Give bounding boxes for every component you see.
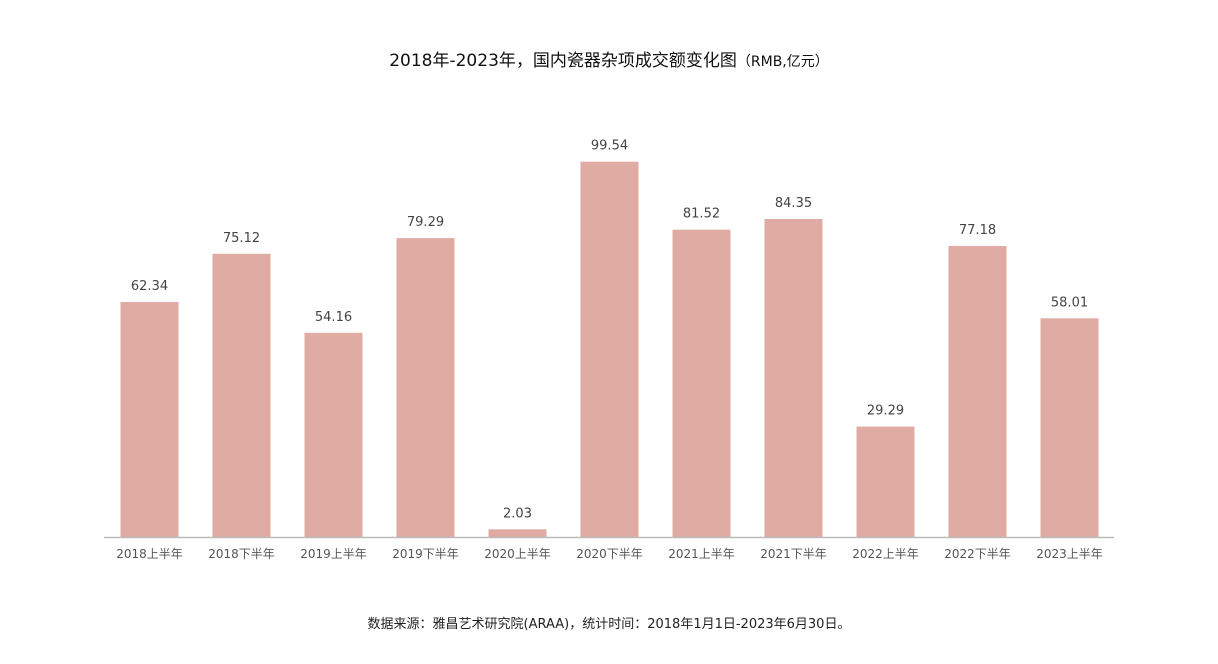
- bar-2018上半年: [120, 302, 179, 537]
- value-label: 62.34: [131, 279, 168, 294]
- bar-2021上半年: [672, 229, 731, 537]
- value-labels-layer: 62.34 75.12 54.16 79.29 2.03 99.54 81.52 84.35 2…: [131, 139, 1088, 522]
- bar-2021下半年: [764, 219, 823, 537]
- value-label: 75.12: [223, 231, 260, 246]
- x-tick-label: 2019下半年: [392, 547, 459, 561]
- value-label: 54.16: [315, 310, 352, 325]
- value-label: 2.03: [503, 506, 532, 521]
- bar-2020上半年: [488, 529, 547, 537]
- x-tick-label: 2021下半年: [760, 547, 827, 561]
- x-tick-label: 2022上半年: [852, 547, 919, 561]
- x-tick-label: 2022下半年: [944, 547, 1011, 561]
- value-label: 84.35: [775, 196, 812, 211]
- bar-2018下半年: [212, 253, 271, 538]
- x-tick-label: 2021上半年: [668, 547, 735, 561]
- source-note: 数据来源：雅昌艺术研究院(ARAA)，统计时间：2018年1月1日-2023年6…: [367, 617, 851, 632]
- value-label: 81.52: [683, 207, 720, 222]
- value-label: 58.01: [1051, 295, 1088, 310]
- value-label: 77.18: [959, 223, 996, 238]
- bar-2023上半年: [1040, 318, 1099, 537]
- bar-2019上半年: [304, 332, 363, 537]
- tick-labels-layer: 2018上半年 2018下半年 2019上半年 2019下半年 2020上半年 2020下…: [116, 547, 1103, 561]
- x-tick-label: 2018上半年: [116, 547, 183, 561]
- bar-2020下半年: [580, 161, 639, 537]
- x-tick-label: 2018下半年: [208, 547, 275, 561]
- x-tick-label: 2023上半年: [1036, 547, 1103, 561]
- chart-title: 2018年-2023年，国内瓷器杂项成交额变化图（RMB,亿元）: [0, 46, 1218, 71]
- x-tick-label: 2020下半年: [576, 547, 643, 561]
- chart-title-unit: （RMB,亿元）: [736, 54, 829, 70]
- x-tick-label: 2020上半年: [484, 547, 551, 561]
- chart-title-text: 2018年-2023年，国内瓷器杂项成交额变化图: [389, 51, 737, 71]
- value-label: 99.54: [591, 139, 628, 154]
- bar-2022上半年: [856, 426, 915, 537]
- bar-2019下半年: [396, 238, 455, 537]
- bars-layer: [120, 161, 1099, 538]
- value-label: 79.29: [407, 215, 444, 230]
- value-label: 29.29: [867, 404, 904, 419]
- x-tick-label: 2019上半年: [300, 547, 367, 561]
- bar-2022下半年: [948, 246, 1007, 537]
